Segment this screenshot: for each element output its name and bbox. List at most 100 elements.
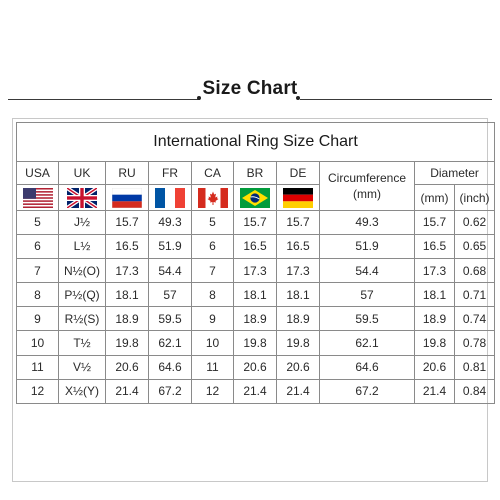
canada-flag-icon bbox=[197, 187, 228, 208]
cell-uk: P½(Q) bbox=[58, 282, 106, 308]
cell-ru: 20.6 bbox=[105, 354, 149, 380]
cell-br: 20.6 bbox=[233, 354, 277, 380]
table-row: 8 P½(Q) 18.1 57 8 18.1 18.1 57 18.1 0.71 bbox=[16, 282, 496, 308]
cell-uk: J½ bbox=[58, 209, 106, 235]
cell-de: 19.8 bbox=[276, 330, 320, 356]
cell-diameter-inch: 0.81 bbox=[453, 354, 496, 380]
column-header-ca: CA bbox=[191, 161, 234, 186]
ring-size-table: International Ring Size Chart USA UK RU … bbox=[15, 121, 496, 405]
cell-ca: 9 bbox=[191, 306, 234, 332]
russia-flag-icon bbox=[112, 187, 142, 208]
cell-diameter-mm: 15.7 bbox=[414, 209, 455, 235]
cell-ca: 6 bbox=[191, 233, 234, 259]
cell-de: 17.3 bbox=[276, 257, 320, 284]
germany-flag-cell bbox=[276, 184, 320, 211]
cell-diameter-inch: 0.78 bbox=[453, 330, 496, 356]
cell-circumference-mm: 57 bbox=[319, 282, 415, 308]
cell-circumference-mm: 67.2 bbox=[319, 378, 415, 405]
cell-circumference-mm: 51.9 bbox=[319, 233, 415, 259]
diameter-unit-inch: (inch) bbox=[453, 184, 496, 211]
germany-flag-icon bbox=[283, 187, 313, 208]
header-divider-right bbox=[300, 99, 492, 100]
table-row: 12 X½(Y) 21.4 67.2 12 21.4 21.4 67.2 21.4 0.84 bbox=[16, 378, 496, 405]
cell-br: 17.3 bbox=[233, 257, 277, 284]
cell-de: 18.1 bbox=[276, 282, 320, 308]
cell-ca: 8 bbox=[191, 282, 234, 308]
header-divider-dot bbox=[197, 96, 201, 100]
table-title: International Ring Size Chart bbox=[15, 121, 496, 163]
cell-de: 16.5 bbox=[276, 233, 320, 259]
cell-fr: 51.9 bbox=[148, 233, 192, 259]
cell-fr: 62.1 bbox=[148, 330, 192, 356]
cell-br: 21.4 bbox=[233, 378, 277, 405]
cell-ru: 18.9 bbox=[105, 306, 149, 332]
cell-diameter-inch: 0.68 bbox=[453, 257, 496, 284]
table-row: 9 R½(S) 18.9 59.5 9 18.9 18.9 59.5 18.9 0.74 bbox=[16, 306, 496, 332]
uk-flag-cell bbox=[58, 184, 106, 211]
table-row: 6 L½ 16.5 51.9 6 16.5 16.5 51.9 16.5 0.65 bbox=[16, 233, 496, 259]
cell-de: 21.4 bbox=[276, 378, 320, 405]
cell-usa: 7 bbox=[16, 257, 59, 284]
cell-uk: V½ bbox=[58, 354, 106, 380]
cell-de: 20.6 bbox=[276, 354, 320, 380]
cell-diameter-mm: 17.3 bbox=[414, 257, 455, 284]
table-row: 5 J½ 15.7 49.3 5 15.7 15.7 49.3 15.7 0.62 bbox=[16, 209, 496, 235]
circumference-label: Circumference bbox=[327, 170, 407, 185]
cell-de: 15.7 bbox=[276, 209, 320, 235]
cell-diameter-inch: 0.71 bbox=[453, 282, 496, 308]
cell-circumference-mm: 64.6 bbox=[319, 354, 415, 380]
cell-diameter-mm: 19.8 bbox=[414, 330, 455, 356]
table-row: 10 T½ 19.8 62.1 10 19.8 19.8 62.1 19.8 0.78 bbox=[16, 330, 496, 356]
page-title: Size Chart bbox=[202, 78, 298, 99]
cell-usa: 12 bbox=[16, 378, 59, 405]
cell-fr: 54.4 bbox=[148, 257, 192, 284]
cell-diameter-mm: 16.5 bbox=[414, 233, 455, 259]
cell-ca: 5 bbox=[191, 209, 234, 235]
cell-ru: 17.3 bbox=[105, 257, 149, 284]
cell-fr: 59.5 bbox=[148, 306, 192, 332]
cell-ca: 11 bbox=[191, 354, 234, 380]
cell-usa: 5 bbox=[16, 209, 59, 235]
cell-fr: 64.6 bbox=[148, 354, 192, 380]
russia-flag-cell bbox=[105, 184, 149, 211]
header-divider-left bbox=[8, 99, 200, 100]
cell-uk: L½ bbox=[58, 233, 106, 259]
column-header-ru: RU bbox=[105, 161, 149, 186]
cell-ru: 21.4 bbox=[105, 378, 149, 405]
diameter-unit-mm: (mm) bbox=[414, 184, 455, 211]
france-flag-cell bbox=[148, 184, 192, 211]
uk-flag-icon bbox=[67, 187, 97, 208]
cell-ru: 18.1 bbox=[105, 282, 149, 308]
column-header-fr: FR bbox=[148, 161, 192, 186]
cell-usa: 10 bbox=[16, 330, 59, 356]
column-header-br: BR bbox=[233, 161, 277, 186]
cell-diameter-inch: 0.65 bbox=[453, 233, 496, 259]
cell-uk: R½(S) bbox=[58, 306, 106, 332]
column-header-circumference: Circumference (mm) bbox=[319, 161, 415, 211]
cell-diameter-mm: 18.9 bbox=[414, 306, 455, 332]
cell-usa: 8 bbox=[16, 282, 59, 308]
cell-diameter-inch: 0.84 bbox=[453, 378, 496, 405]
cell-ru: 15.7 bbox=[105, 209, 149, 235]
cell-diameter-mm: 21.4 bbox=[414, 378, 455, 405]
brazil-flag-icon bbox=[240, 187, 270, 208]
cell-br: 18.1 bbox=[233, 282, 277, 308]
cell-circumference-mm: 54.4 bbox=[319, 257, 415, 284]
usa-flag-cell bbox=[16, 184, 59, 211]
cell-br: 16.5 bbox=[233, 233, 277, 259]
cell-diameter-mm: 20.6 bbox=[414, 354, 455, 380]
cell-ca: 7 bbox=[191, 257, 234, 284]
cell-uk: N½(O) bbox=[58, 257, 106, 284]
usa-flag-icon bbox=[22, 187, 53, 208]
cell-circumference-mm: 49.3 bbox=[319, 209, 415, 235]
circumference-unit: (mm) bbox=[353, 186, 381, 201]
france-flag-icon bbox=[155, 187, 185, 208]
column-header-diameter: Diameter bbox=[413, 161, 496, 186]
cell-br: 18.9 bbox=[233, 306, 277, 332]
brazil-flag-cell bbox=[233, 184, 277, 211]
header-divider-dot bbox=[296, 96, 300, 100]
cell-ca: 12 bbox=[191, 378, 234, 405]
cell-br: 15.7 bbox=[233, 209, 277, 235]
column-header-de: DE bbox=[276, 161, 320, 186]
column-header-usa: USA bbox=[16, 161, 59, 186]
